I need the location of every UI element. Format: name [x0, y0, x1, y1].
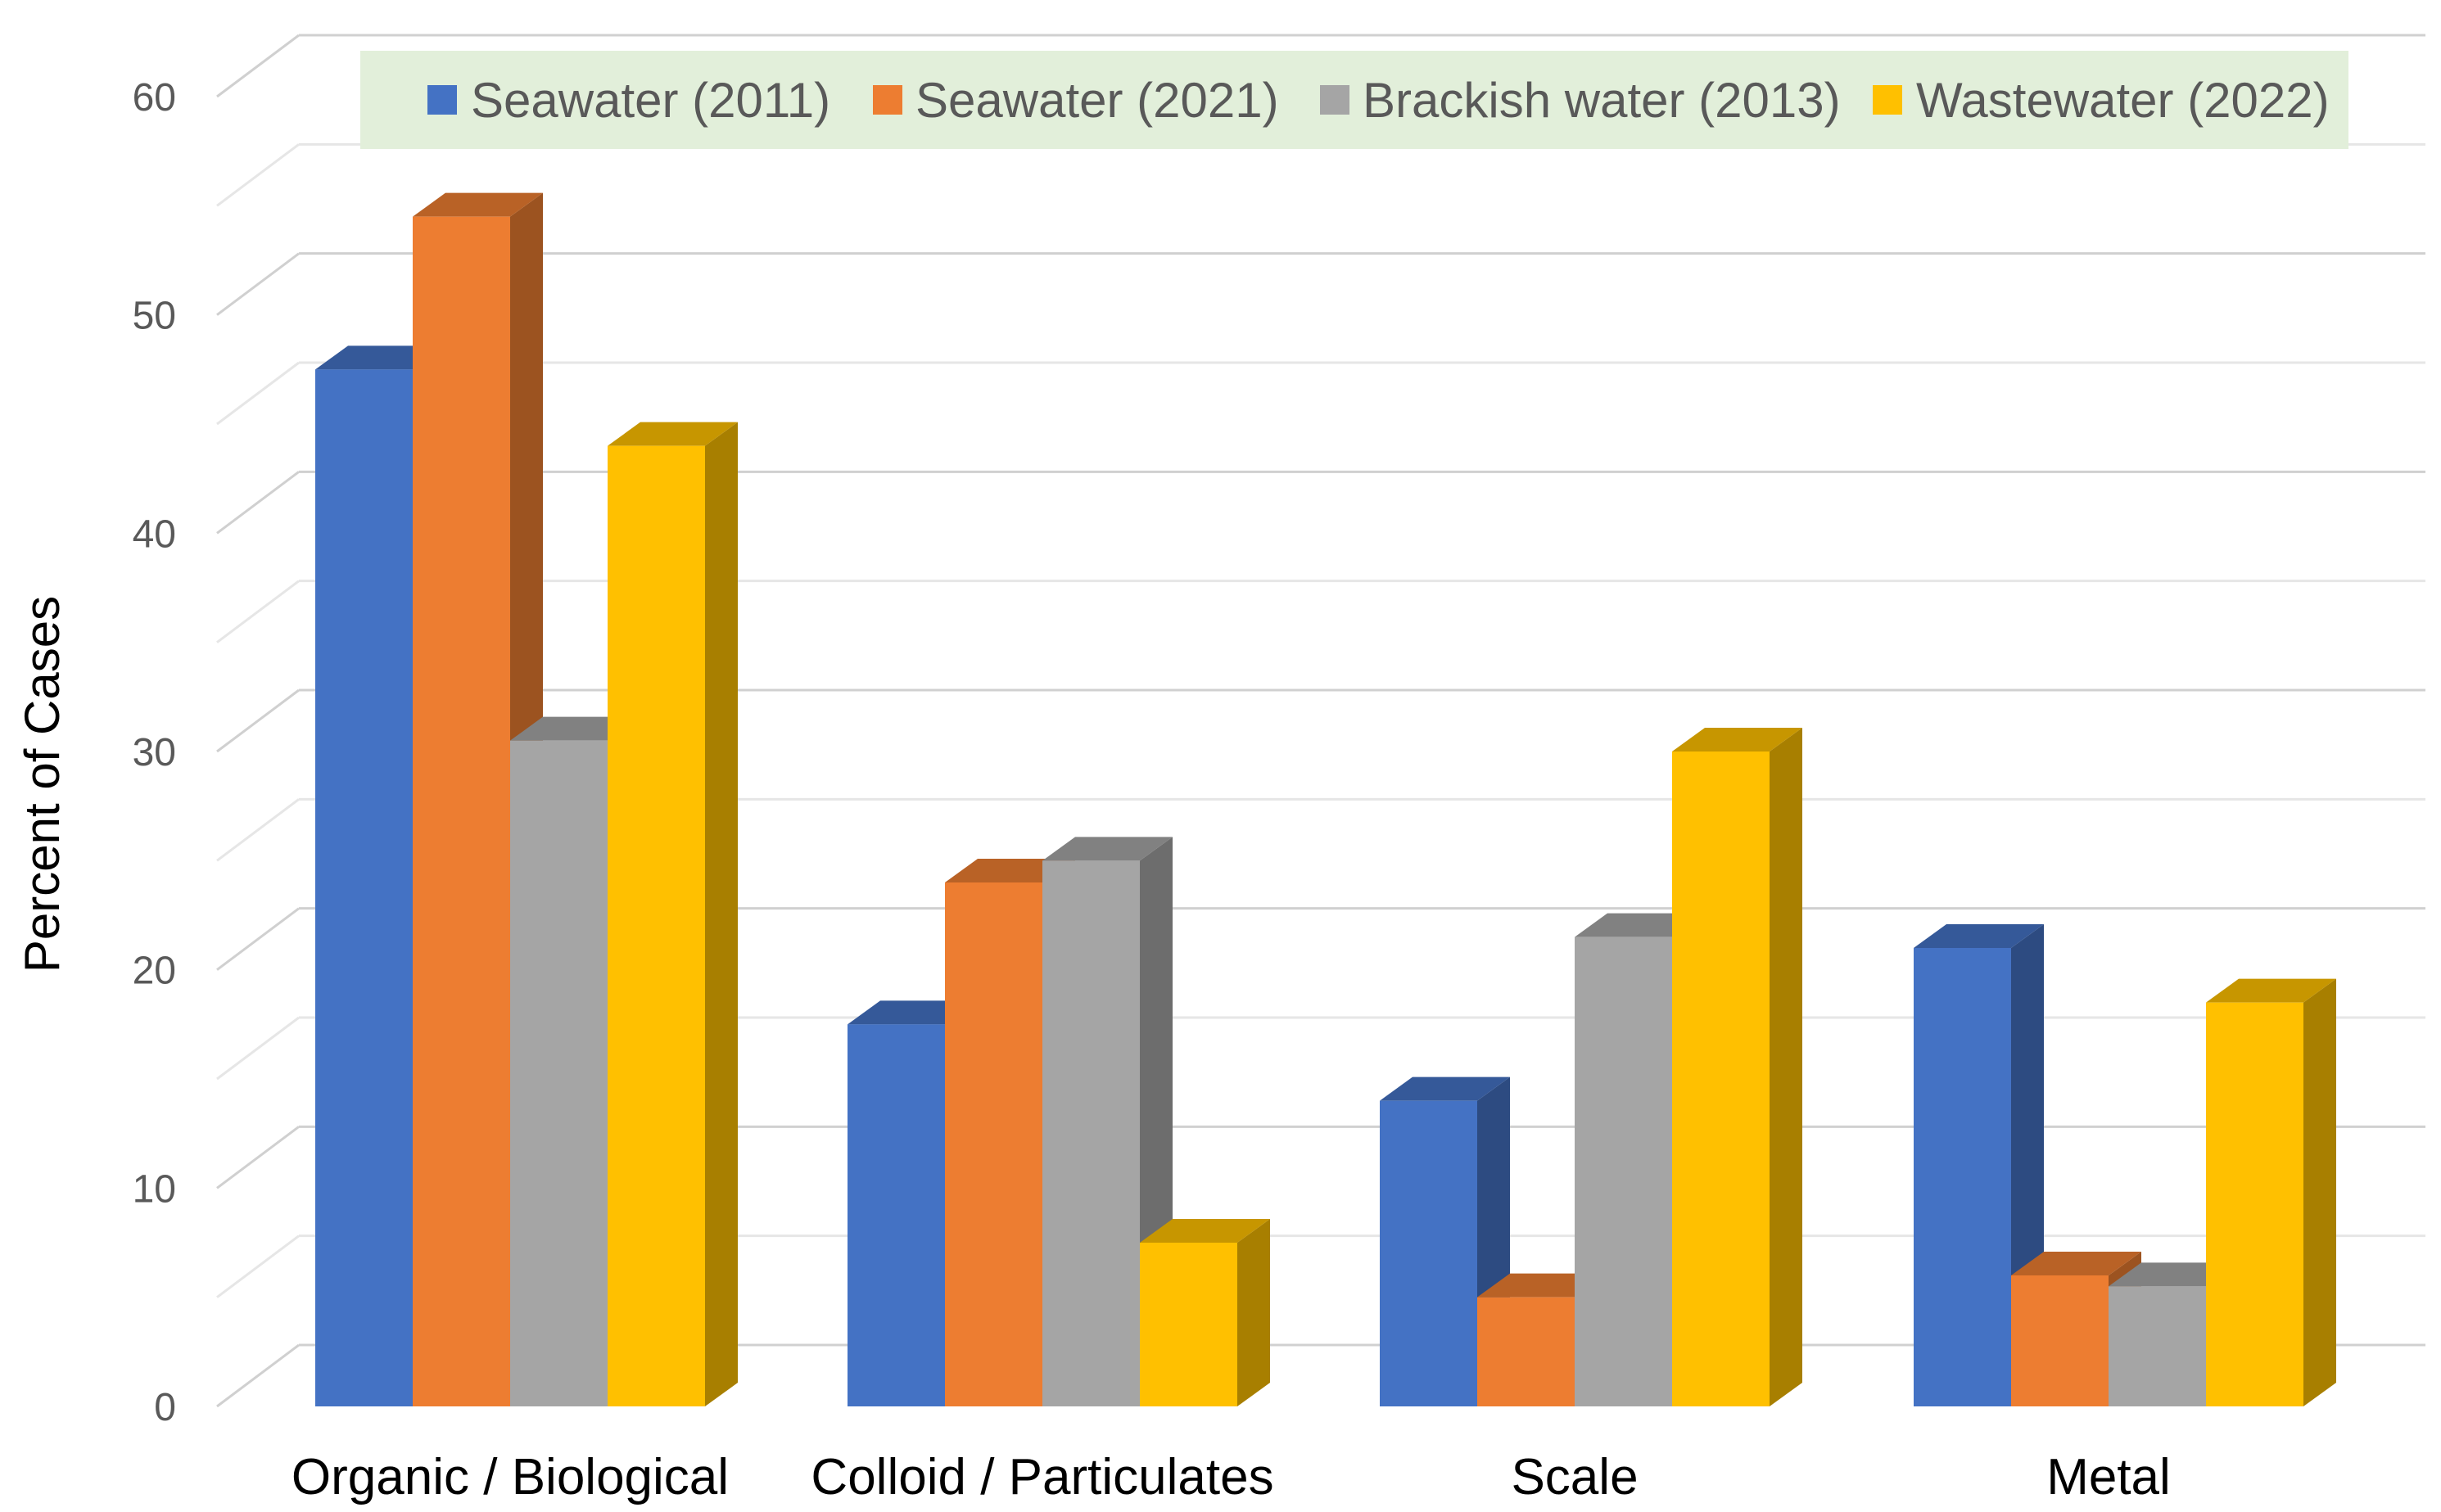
gridline-diagonal [216, 580, 300, 643]
y-axis-title: Percent of Cases [15, 596, 70, 973]
bar-front [1477, 1297, 1575, 1406]
x-axis-categories: Organic / Biological Colloid / Particulat… [292, 1449, 2171, 1505]
legend-item: Seawater (2021) [873, 73, 1279, 128]
bar-front [2011, 1275, 2109, 1406]
bar-group [1380, 728, 1802, 1406]
gridline-diagonal [216, 907, 300, 971]
bar-front [945, 882, 1042, 1406]
bar-group [848, 837, 1270, 1406]
gridline-diagonal [216, 1234, 300, 1298]
legend-item: Wastewater (2022) [1873, 73, 2330, 128]
bar-front [2206, 1002, 2303, 1406]
legend-swatch [1320, 85, 1349, 115]
x-category-label: Colloid / Particulates [811, 1449, 1273, 1505]
x-category-label: Scale [1511, 1449, 1638, 1505]
x-category-label: Organic / Biological [292, 1449, 729, 1505]
gridline-diagonal [216, 1343, 300, 1408]
bar-top [2011, 1252, 2141, 1275]
bar-front [315, 369, 413, 1406]
legend-label: Seawater (2011) [471, 73, 830, 128]
legend-swatch [427, 85, 457, 115]
bar-front [510, 740, 608, 1406]
bar-front [2109, 1286, 2206, 1406]
bar-top [413, 192, 543, 217]
bar [608, 422, 738, 1406]
bar [1672, 728, 1802, 1406]
y-tick-label: 0 [154, 1386, 176, 1429]
bar-group [315, 192, 738, 1407]
bar-top [1140, 1219, 1270, 1243]
gridline-diagonal [216, 798, 300, 862]
gridline-diagonal [216, 252, 300, 316]
y-tick-label: 40 [133, 512, 176, 556]
bar-top [608, 422, 738, 446]
legend: Seawater (2011) Seawater (2021) Brackish w… [360, 51, 2348, 149]
y-tick-label: 30 [133, 731, 176, 774]
legend-item: Brackish water (2013) [1320, 73, 1841, 128]
bar-top [1042, 837, 1173, 861]
bar-front [1140, 1243, 1237, 1406]
legend-box [360, 51, 2348, 149]
bar-front [1042, 860, 1140, 1406]
bars [315, 192, 2336, 1407]
bar [2206, 978, 2336, 1406]
gridline-diagonal [216, 34, 300, 98]
bar-front [848, 1024, 945, 1406]
x-category-label: Metal [2046, 1449, 2171, 1505]
bar [1140, 1219, 1270, 1406]
y-tick-label: 20 [133, 950, 176, 993]
gridline-diagonal [216, 688, 300, 753]
legend-label: Wastewater (2022) [1916, 73, 2330, 128]
y-tick-label: 10 [133, 1167, 176, 1211]
bar-front [608, 445, 705, 1406]
legend-item: Seawater (2011) [427, 73, 830, 128]
bar-side [2303, 978, 2336, 1406]
bar-side [1237, 1219, 1270, 1406]
legend-swatch [873, 85, 902, 115]
y-tick-label: 60 [133, 76, 176, 120]
legend-swatch [1873, 85, 1902, 115]
gridline-diagonal [216, 143, 300, 207]
legend-label: Brackish water (2013) [1363, 73, 1841, 128]
gridline-diagonal [216, 1126, 300, 1189]
gridline-diagonal [216, 1016, 300, 1081]
bar-side [1770, 728, 1802, 1406]
y-axis-ticks: 0 10 20 30 40 50 60 [133, 76, 176, 1429]
bar-group [1914, 924, 2336, 1406]
bar-front [413, 216, 510, 1407]
bar-front [1672, 751, 1770, 1406]
bar-front [1575, 937, 1672, 1406]
y-tick-label: 50 [133, 295, 176, 338]
bar-top [2206, 978, 2336, 1003]
gridline-diagonal [216, 361, 300, 426]
bar-front [1914, 948, 2011, 1406]
gridline-diagonal [216, 471, 300, 535]
bar-top [1672, 728, 1802, 751]
legend-label: Seawater (2021) [915, 73, 1279, 128]
bar-top [1914, 924, 2044, 948]
bar-side [705, 422, 738, 1406]
bar-front [1380, 1100, 1477, 1406]
bar-top [1380, 1076, 1510, 1101]
